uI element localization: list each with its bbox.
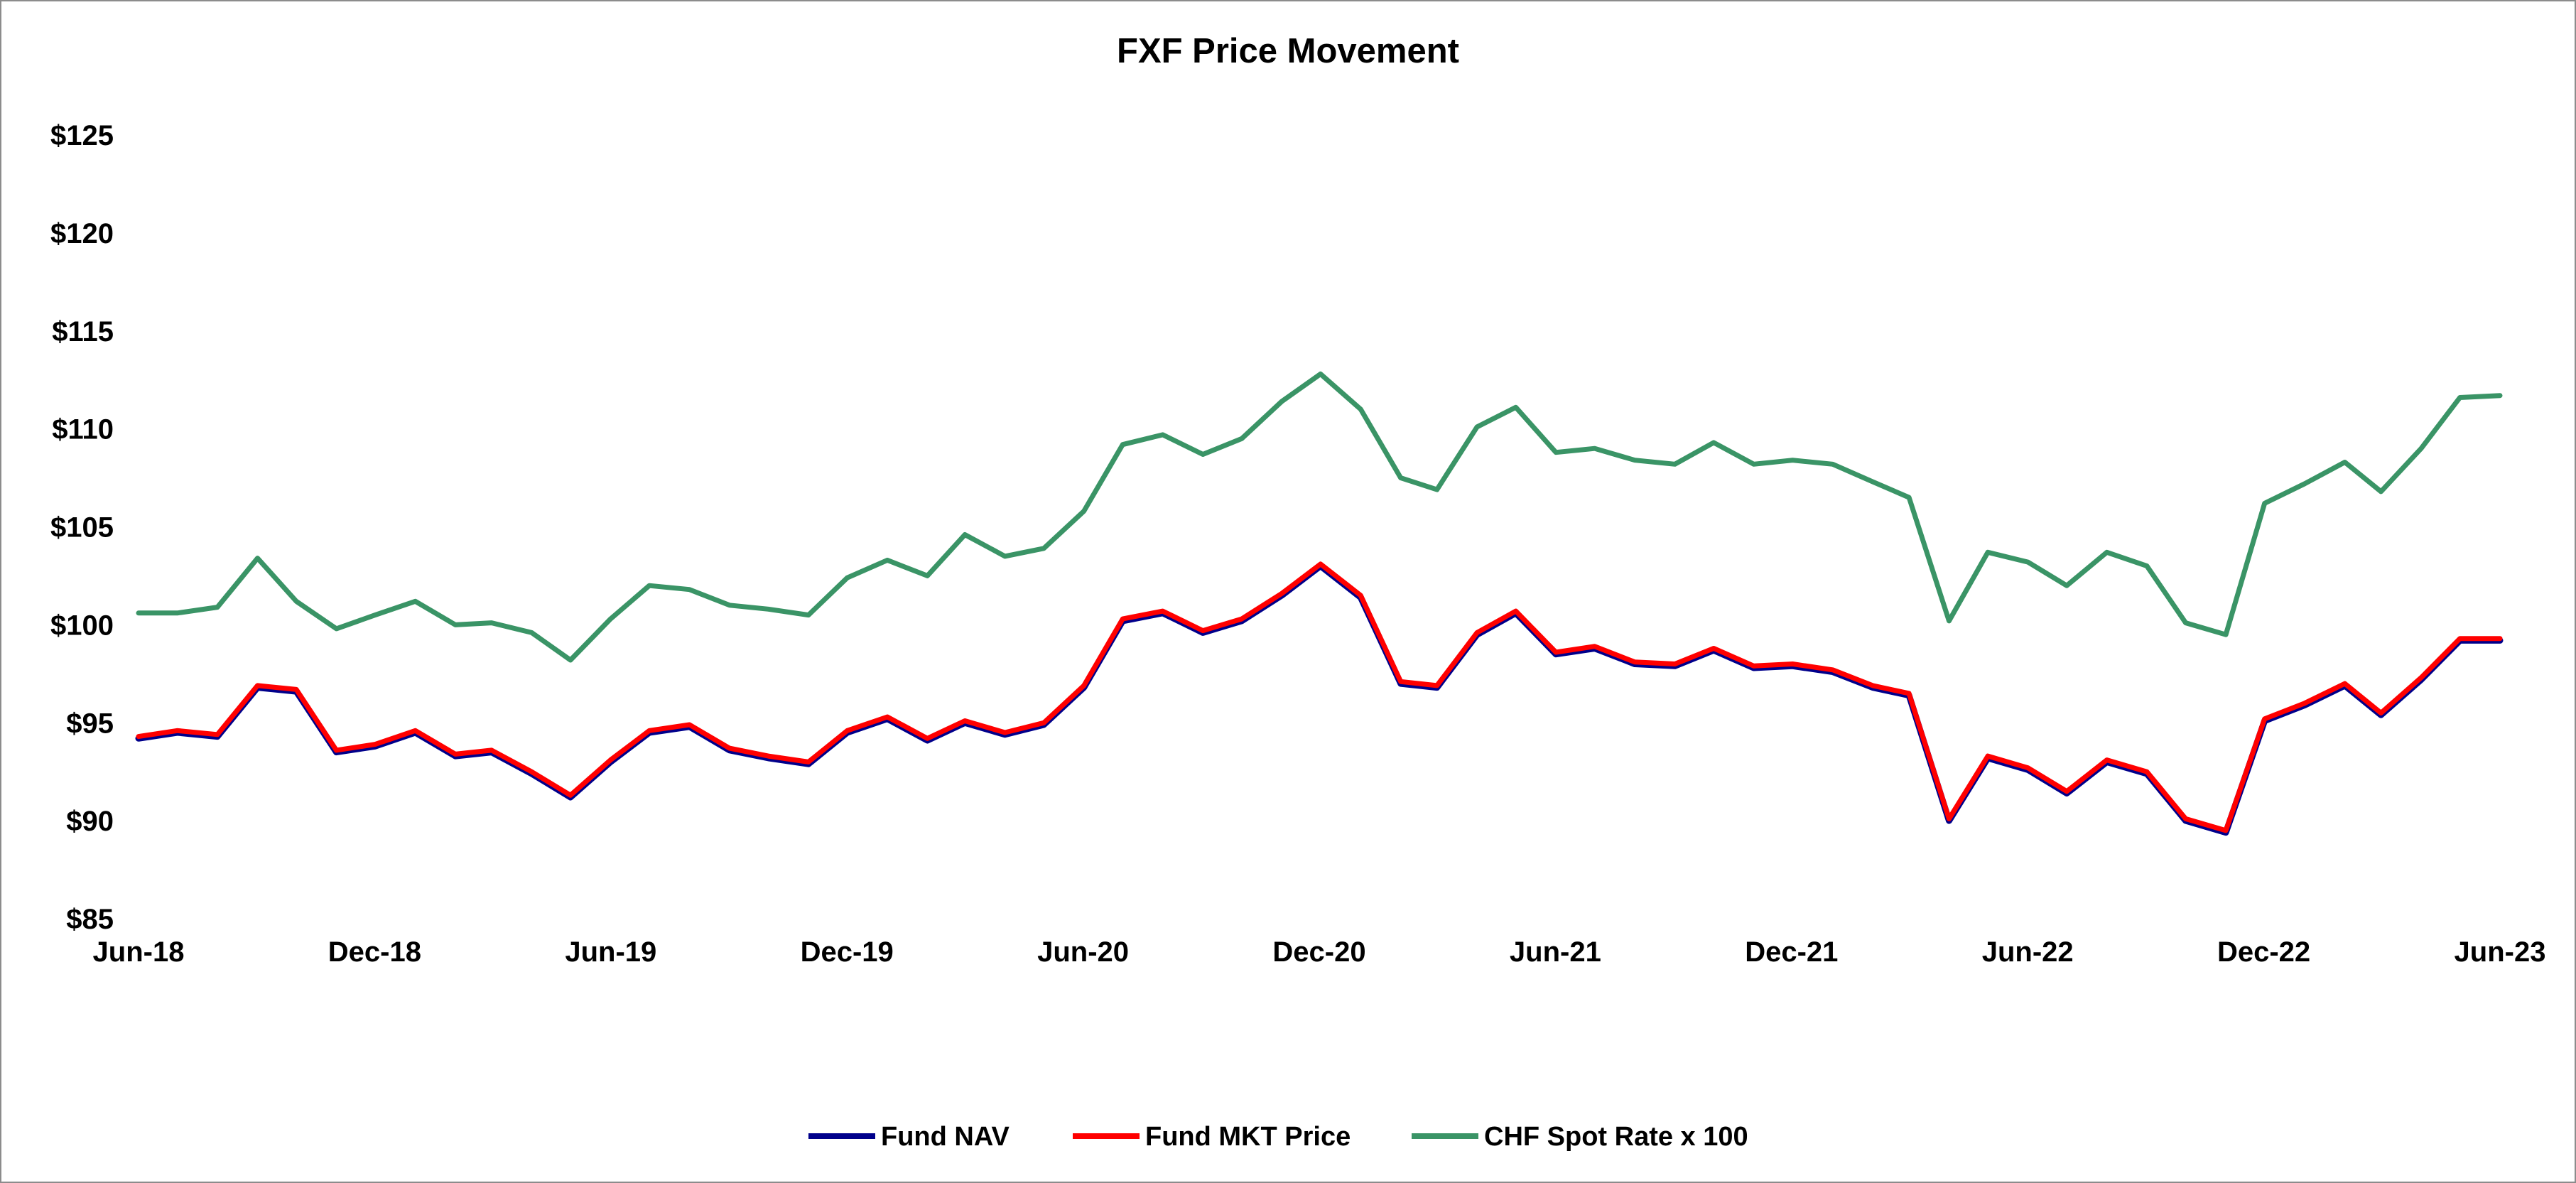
x-tick-label: Jun-23 [2455, 936, 2546, 968]
x-tick-label: Dec-22 [2217, 936, 2310, 968]
series-line-chf-spot-rate-x-100 [136, 371, 2503, 663]
x-tick-label: Dec-18 [328, 936, 421, 968]
y-tick-label: $125 [50, 120, 114, 151]
y-tick-label: $100 [50, 610, 114, 641]
x-tick-label: Jun-22 [1982, 936, 2074, 968]
y-tick-label: $90 [66, 806, 114, 837]
chart-title: FXF Price Movement [1117, 32, 1459, 70]
x-tick-label: Jun-21 [1510, 936, 1601, 968]
series-lines [135, 371, 2504, 836]
x-tick-label: Jun-18 [93, 936, 185, 968]
y-tick-label: $95 [66, 708, 114, 739]
series-line-fund-nav [135, 563, 2504, 836]
legend-label-fund-mkt-price: Fund MKT Price [1145, 1122, 1351, 1152]
legend-label-fund-nav: Fund NAV [881, 1122, 1010, 1152]
x-tick-label: Dec-20 [1272, 936, 1365, 968]
y-tick-label: $120 [50, 218, 114, 249]
y-tick-label: $115 [52, 316, 114, 347]
x-tick-label: Dec-19 [801, 936, 894, 968]
legend-label-chf-spot-rate-x-100: CHF Spot Rate x 100 [1484, 1122, 1748, 1152]
x-axis-tick-labels: Jun-18 Dec-18 Jun-19 Dec-19 Jun-20 Dec-20 Jun-… [93, 936, 2546, 968]
series-line-fund-mkt-price [136, 561, 2503, 833]
y-axis-tick-labels: $85 $90 $95 $100 $105 $110 $115 $120 $125 [50, 120, 114, 935]
legend: Fund NAV Fund MKT Price CHF Spot Rate x 10… [808, 1122, 1748, 1152]
y-tick-label: $105 [50, 512, 114, 544]
x-tick-label: Jun-20 [1037, 936, 1129, 968]
x-tick-label: Dec-21 [1745, 936, 1838, 968]
y-tick-label: $110 [52, 414, 114, 445]
y-tick-label: $85 [66, 904, 114, 935]
x-tick-label: Jun-19 [565, 936, 656, 968]
